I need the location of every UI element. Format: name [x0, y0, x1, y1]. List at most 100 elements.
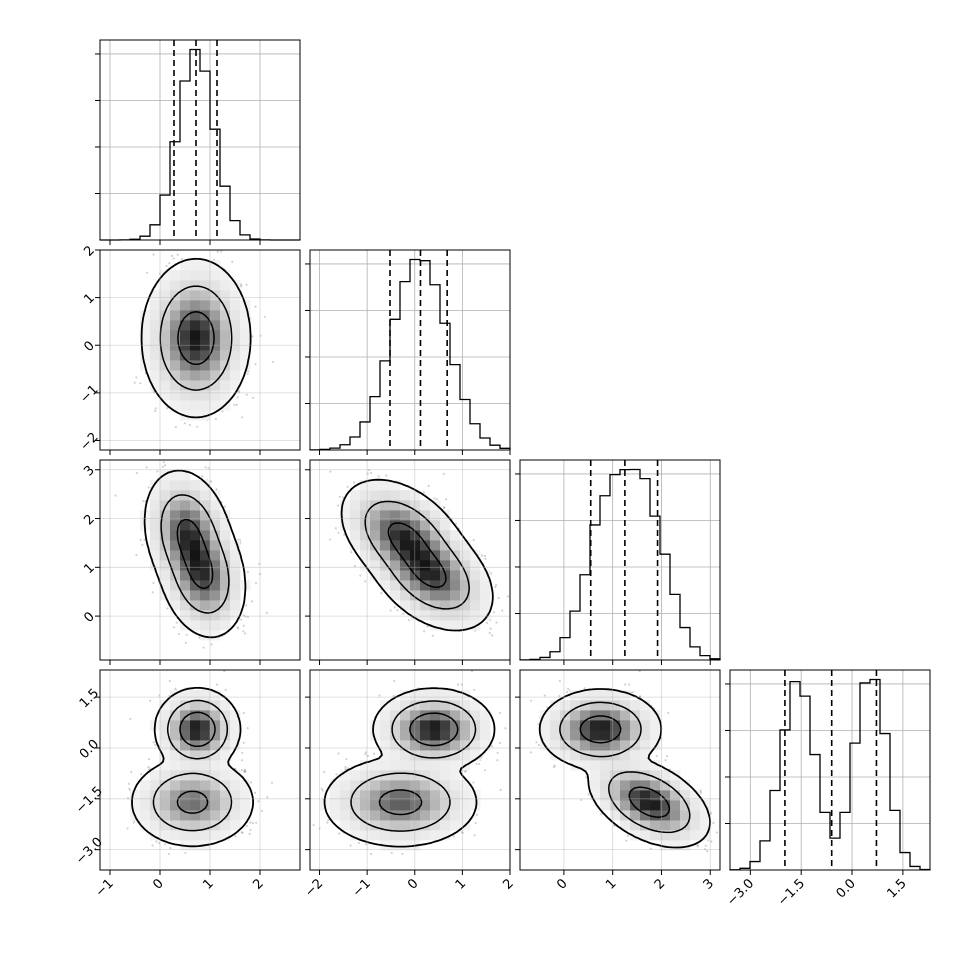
density-cell [440, 700, 451, 711]
density-cell [390, 740, 401, 751]
sample-point [715, 831, 719, 834]
sample-point [474, 821, 477, 825]
density-cell [450, 580, 461, 591]
density-cell [180, 520, 191, 531]
density-cell [240, 330, 251, 341]
panel-frame [99, 249, 301, 451]
sample-point [377, 475, 380, 478]
density-cell [650, 740, 661, 751]
density-cell [170, 350, 181, 361]
density-cell [430, 810, 441, 821]
sample-point [626, 834, 629, 838]
x-tick-label: 1 [200, 876, 216, 892]
sample-point [183, 422, 186, 425]
density-cell [190, 770, 201, 781]
density-cell [380, 480, 391, 491]
sample-point [372, 752, 376, 755]
density-cell [390, 500, 401, 511]
density-cell [190, 400, 201, 411]
density-cell [210, 770, 221, 781]
density-cell [410, 740, 421, 751]
density-cell [160, 800, 171, 811]
sample-point [638, 670, 641, 673]
density-cell [170, 550, 181, 561]
sample-point [422, 491, 425, 494]
sample-point [427, 484, 430, 487]
density-cell [680, 830, 691, 841]
sample-point [201, 475, 204, 478]
sample-point [172, 257, 175, 260]
sample-point [345, 758, 348, 761]
density-cell [150, 520, 161, 531]
sample-point [249, 821, 252, 824]
panel-frame [519, 459, 721, 661]
density-cell [140, 330, 151, 341]
density-cell [650, 790, 661, 801]
density-cell [620, 780, 631, 791]
density-cell [390, 530, 401, 541]
sample-point [135, 472, 138, 475]
sample-point [220, 250, 223, 253]
density-cell [370, 530, 381, 541]
density-cell [450, 720, 461, 731]
density-cell [370, 510, 381, 521]
density-cell [340, 770, 351, 781]
density-cell [210, 620, 221, 631]
density-cell [570, 710, 581, 721]
density-cell [220, 280, 231, 291]
density-cell [170, 530, 181, 541]
density-cell [630, 730, 641, 741]
sample-point [254, 363, 257, 366]
sample-point [145, 271, 149, 274]
sample-point [338, 832, 341, 835]
density-cell [170, 780, 181, 791]
density-cell [150, 380, 161, 391]
density-cell [410, 810, 421, 821]
sample-point [501, 609, 504, 612]
density-cell [180, 690, 191, 701]
density-cell [630, 700, 641, 711]
density-cell [450, 740, 461, 751]
sample-point [237, 627, 240, 630]
panel-frame [99, 669, 301, 871]
sample-point [246, 372, 249, 375]
density-cell [470, 700, 481, 711]
density-cell [340, 800, 351, 811]
density-cell [370, 780, 381, 791]
sample-point [496, 759, 499, 762]
histogram-step [309, 258, 511, 451]
sample-point [320, 787, 323, 790]
density-cell [210, 310, 221, 321]
sample-point [221, 410, 224, 413]
sample-point [483, 769, 487, 772]
sample-point [236, 626, 239, 629]
density-cell [210, 570, 221, 581]
density-cell [480, 580, 491, 591]
density-cell [380, 550, 391, 561]
density-cell [170, 730, 181, 741]
density-cell [370, 730, 381, 741]
sample-point [133, 381, 136, 384]
density-cell [370, 520, 381, 531]
sample-point [242, 711, 245, 715]
density-cell [390, 710, 401, 721]
density-cell [630, 790, 641, 801]
density-cell [350, 780, 361, 791]
sample-point [385, 474, 388, 477]
density-cell [160, 530, 171, 541]
density-cell [170, 810, 181, 821]
sample-point [129, 717, 132, 721]
sample-point [696, 844, 700, 848]
sample-point [392, 694, 395, 698]
density-cell [160, 770, 171, 781]
density-cell [190, 580, 201, 591]
density-cell [130, 790, 141, 801]
density-cell [170, 270, 181, 281]
density-cell [630, 760, 641, 771]
density-cell [210, 740, 221, 751]
sample-point [223, 505, 226, 508]
density-cell [160, 520, 171, 531]
density-cell [580, 760, 591, 771]
density-cell [160, 500, 171, 511]
density-cell [190, 270, 201, 281]
